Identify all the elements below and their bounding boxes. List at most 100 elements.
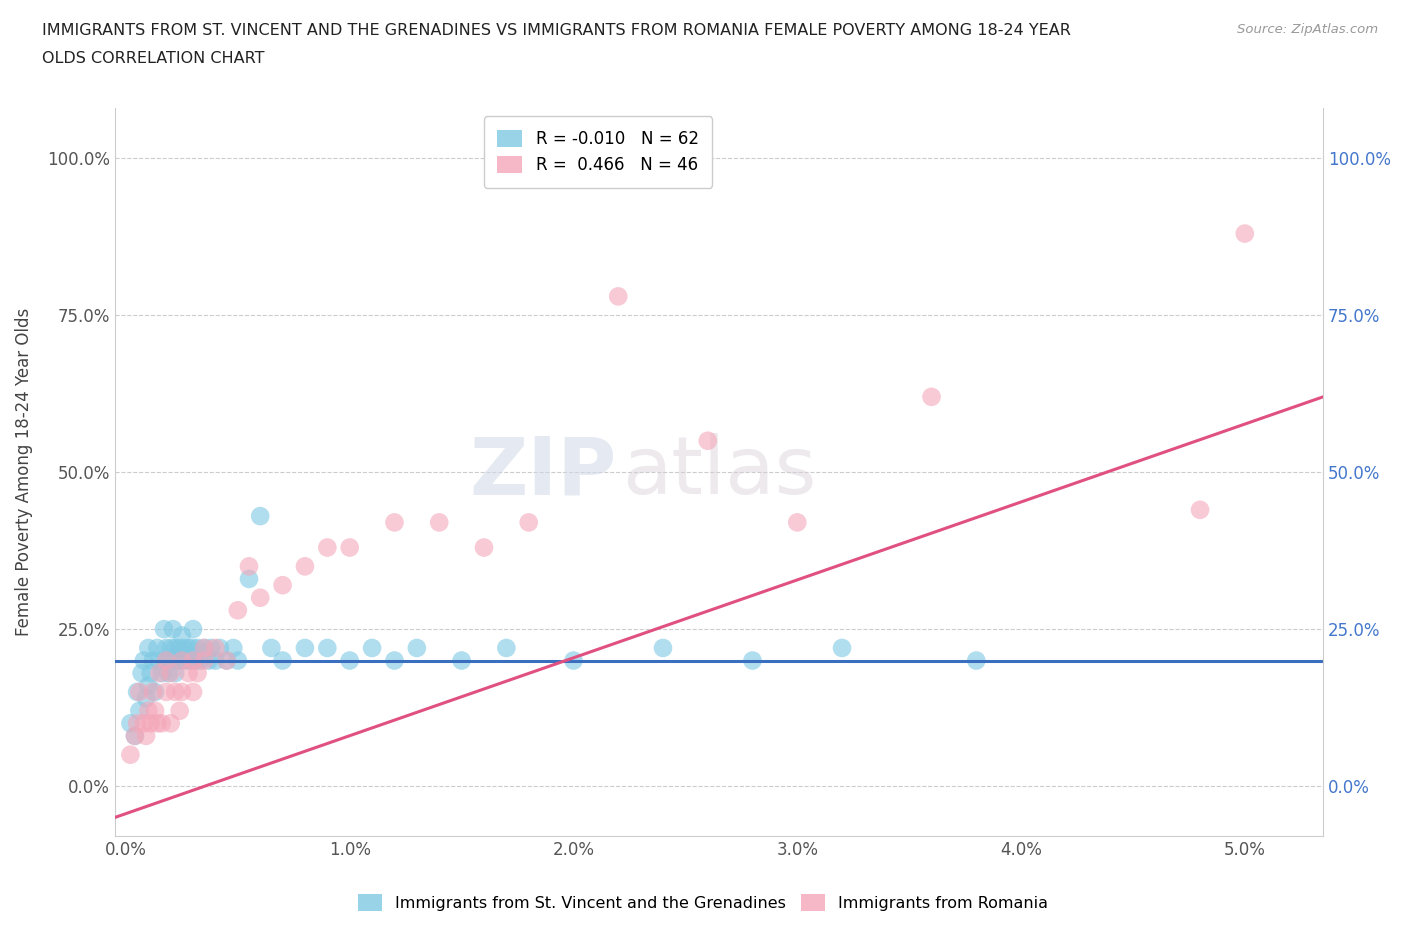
Point bbox=[150, 716, 173, 731]
Point bbox=[142, 653, 165, 668]
Point bbox=[142, 684, 165, 699]
Point bbox=[226, 603, 249, 618]
Point bbox=[169, 703, 191, 718]
Point bbox=[188, 653, 211, 668]
Point bbox=[215, 653, 238, 668]
Point bbox=[143, 684, 166, 699]
Point bbox=[652, 641, 675, 656]
Point bbox=[339, 540, 361, 555]
Y-axis label: Female Poverty Among 18-24 Year Olds: Female Poverty Among 18-24 Year Olds bbox=[15, 308, 32, 636]
Point bbox=[148, 653, 170, 668]
Point bbox=[222, 641, 245, 656]
Point bbox=[148, 666, 170, 681]
Point bbox=[187, 641, 209, 656]
Point bbox=[146, 716, 169, 731]
Point bbox=[162, 621, 184, 636]
Point bbox=[294, 641, 316, 656]
Point bbox=[135, 728, 157, 743]
Point bbox=[193, 641, 215, 656]
Point bbox=[384, 515, 406, 530]
Point bbox=[150, 666, 173, 681]
Text: atlas: atlas bbox=[623, 433, 817, 512]
Point bbox=[181, 621, 204, 636]
Point bbox=[249, 509, 271, 524]
Point bbox=[177, 641, 200, 656]
Point bbox=[249, 591, 271, 605]
Point bbox=[339, 653, 361, 668]
Point bbox=[132, 716, 155, 731]
Point bbox=[139, 666, 162, 681]
Point bbox=[146, 641, 169, 656]
Point bbox=[139, 716, 162, 731]
Point bbox=[120, 748, 142, 763]
Point bbox=[696, 433, 718, 448]
Point bbox=[238, 571, 260, 586]
Point bbox=[155, 653, 177, 668]
Point bbox=[128, 684, 150, 699]
Point bbox=[294, 559, 316, 574]
Point bbox=[472, 540, 495, 555]
Point bbox=[238, 559, 260, 574]
Text: OLDS CORRELATION CHART: OLDS CORRELATION CHART bbox=[42, 51, 264, 66]
Point bbox=[181, 684, 204, 699]
Point bbox=[184, 653, 207, 668]
Point bbox=[177, 666, 200, 681]
Point bbox=[316, 641, 339, 656]
Point bbox=[260, 641, 283, 656]
Point bbox=[405, 641, 427, 656]
Point bbox=[155, 653, 177, 668]
Point bbox=[384, 653, 406, 668]
Point bbox=[165, 666, 187, 681]
Point bbox=[127, 716, 149, 731]
Point bbox=[166, 653, 188, 668]
Point bbox=[831, 641, 853, 656]
Point bbox=[170, 653, 193, 668]
Point bbox=[131, 666, 153, 681]
Point bbox=[562, 653, 585, 668]
Text: ZIP: ZIP bbox=[470, 433, 616, 512]
Text: IMMIGRANTS FROM ST. VINCENT AND THE GRENADINES VS IMMIGRANTS FROM ROMANIA FEMALE: IMMIGRANTS FROM ST. VINCENT AND THE GREN… bbox=[42, 23, 1071, 38]
Point bbox=[170, 653, 193, 668]
Point bbox=[181, 641, 204, 656]
Point bbox=[136, 678, 159, 693]
Point bbox=[316, 540, 339, 555]
Point bbox=[173, 641, 195, 656]
Point bbox=[124, 728, 146, 743]
Point bbox=[517, 515, 540, 530]
Point bbox=[124, 728, 146, 743]
Point bbox=[226, 653, 249, 668]
Point bbox=[607, 289, 630, 304]
Point bbox=[450, 653, 472, 668]
Point bbox=[193, 653, 215, 668]
Point bbox=[427, 515, 450, 530]
Point bbox=[361, 641, 384, 656]
Point bbox=[215, 653, 238, 668]
Point bbox=[155, 641, 177, 656]
Point bbox=[271, 578, 294, 592]
Point bbox=[180, 653, 202, 668]
Point bbox=[741, 653, 763, 668]
Point bbox=[786, 515, 808, 530]
Point bbox=[208, 641, 231, 656]
Point bbox=[1189, 502, 1212, 517]
Point bbox=[197, 653, 219, 668]
Point bbox=[271, 653, 294, 668]
Point bbox=[136, 703, 159, 718]
Point bbox=[495, 641, 517, 656]
Point bbox=[187, 666, 209, 681]
Point bbox=[159, 716, 181, 731]
Point bbox=[170, 684, 193, 699]
Point bbox=[155, 684, 177, 699]
Point bbox=[165, 684, 187, 699]
Point bbox=[169, 641, 191, 656]
Legend: R = -0.010   N = 62, R =  0.466   N = 46: R = -0.010 N = 62, R = 0.466 N = 46 bbox=[484, 116, 711, 188]
Point bbox=[120, 716, 142, 731]
Point bbox=[159, 641, 181, 656]
Point bbox=[143, 703, 166, 718]
Point bbox=[128, 703, 150, 718]
Point bbox=[132, 653, 155, 668]
Point bbox=[204, 641, 226, 656]
Point bbox=[176, 653, 198, 668]
Legend: Immigrants from St. Vincent and the Grenadines, Immigrants from Romania: Immigrants from St. Vincent and the Gren… bbox=[352, 888, 1054, 917]
Point bbox=[157, 666, 180, 681]
